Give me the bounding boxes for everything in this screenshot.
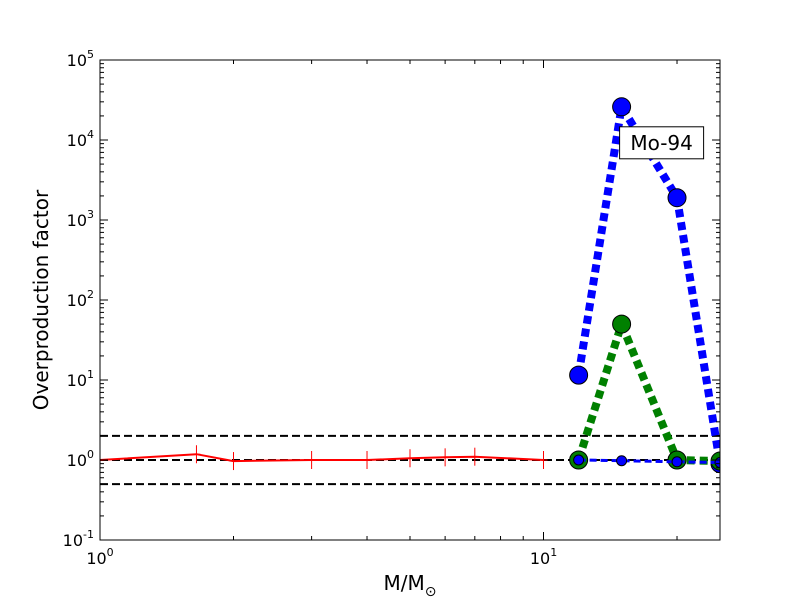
x-tick-label-1: 101 bbox=[530, 546, 557, 568]
series-1-point-0 bbox=[569, 365, 589, 385]
axes bbox=[99, 59, 721, 541]
y-tick-label-3: 102 bbox=[67, 288, 94, 310]
y-tick-label-4: 103 bbox=[67, 208, 94, 230]
y-tick-label-2: 101 bbox=[67, 368, 94, 390]
series-1-point-1 bbox=[612, 97, 632, 117]
series-0-point-1 bbox=[192, 445, 201, 464]
y-tick-label-1: 100 bbox=[67, 448, 94, 470]
series-0-point-4 bbox=[363, 451, 372, 469]
series-0-point-2 bbox=[229, 452, 238, 471]
series-0 bbox=[100, 445, 548, 471]
series-3-point-2 bbox=[671, 456, 683, 468]
series-1-point-2 bbox=[667, 188, 687, 208]
y-axis-title: Overproduction factor bbox=[29, 189, 53, 410]
series-layer bbox=[100, 95, 720, 474]
y-tick-label-5: 104 bbox=[67, 128, 94, 150]
annotation-label: Mo-94 bbox=[630, 131, 693, 155]
x-axis-title: M/M⊙ bbox=[384, 571, 437, 600]
x-tick-label-0: 100 bbox=[86, 546, 113, 568]
series-3 bbox=[573, 454, 720, 469]
series-1-line bbox=[574, 95, 720, 465]
y-tick-label-6: 105 bbox=[67, 48, 94, 70]
annotation-box bbox=[619, 126, 705, 160]
series-2-point-1 bbox=[612, 314, 632, 334]
series-0-point-6 bbox=[441, 448, 450, 467]
series-3-point-0 bbox=[573, 454, 585, 466]
y-tick-label-0: 10-1 bbox=[63, 528, 94, 550]
series-0-point-8 bbox=[539, 451, 548, 469]
series-3-point-1 bbox=[616, 455, 628, 467]
series-0-point-7 bbox=[470, 447, 479, 466]
annotation-layer: Mo-94 bbox=[619, 126, 705, 160]
series-2-line bbox=[574, 312, 720, 466]
series-3-line bbox=[578, 458, 720, 464]
annotation-0: Mo-94 bbox=[619, 126, 705, 160]
series-0-point-3 bbox=[307, 451, 316, 469]
series-0-point-5 bbox=[406, 449, 414, 468]
